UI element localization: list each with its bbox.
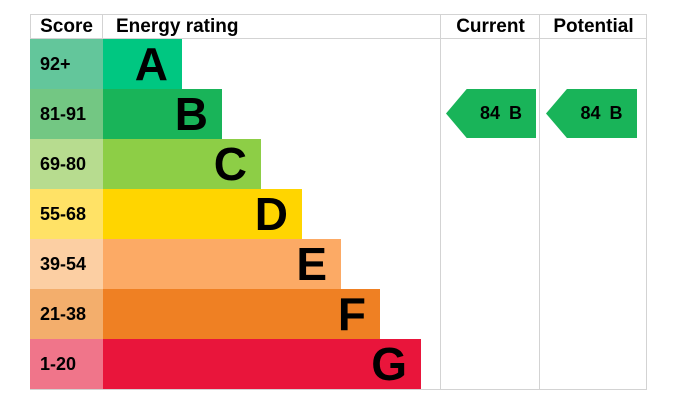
- band-bar-d: D: [103, 189, 302, 239]
- potential-rating-band: B: [609, 103, 623, 123]
- band-bar-f: F: [103, 289, 380, 339]
- band-letter-d: D: [254, 188, 288, 240]
- header-score: Score: [30, 15, 103, 38]
- score-range-c: 69-80: [30, 139, 103, 189]
- current-rating-value: 84: [479, 103, 501, 123]
- header-potential: Potential: [553, 15, 634, 37]
- band-letter-c: C: [213, 138, 247, 190]
- score-range-g: 1-20: [30, 339, 103, 389]
- potential-rating-value: 84: [580, 103, 601, 123]
- band-letter-b: B: [174, 88, 208, 140]
- band-bar-a: A: [103, 39, 182, 89]
- header-current: Current: [456, 15, 525, 37]
- band-rows: 92+ A 81-91 B 69-80 C 55-68 D: [30, 39, 647, 389]
- band-row-e: 39-54 E: [30, 239, 647, 289]
- band-row-d: 55-68 D: [30, 189, 647, 239]
- band-bar-c: C: [103, 139, 261, 189]
- band-letter-f: F: [337, 288, 366, 340]
- score-range-a: 92+: [30, 39, 103, 89]
- header-energy-rating: Energy rating: [116, 15, 239, 37]
- band-bar-g: G: [103, 339, 421, 389]
- band-row-b: 81-91 B: [30, 89, 647, 139]
- current-rating-arrow: 84 B: [446, 89, 536, 138]
- score-range-f: 21-38: [30, 289, 103, 339]
- score-range-b: 81-91: [30, 89, 103, 139]
- score-range-e: 39-54: [30, 239, 103, 289]
- table-header: Score Energy rating Current Potential: [30, 15, 647, 39]
- band-row-f: 21-38 F: [30, 289, 647, 339]
- current-rating-band: B: [509, 103, 523, 123]
- band-bar-b: B: [103, 89, 222, 139]
- score-range-d: 55-68: [30, 189, 103, 239]
- table-right-border: [646, 15, 647, 389]
- band-row-g: 1-20 G: [30, 339, 647, 389]
- band-bar-e: E: [103, 239, 341, 289]
- band-letter-e: E: [296, 238, 327, 290]
- potential-rating-arrow: 84 B: [546, 89, 637, 138]
- band-row-a: 92+ A: [30, 39, 647, 89]
- band-row-c: 69-80 C: [30, 139, 647, 189]
- band-letter-g: G: [371, 338, 407, 390]
- epc-table: Score Energy rating Current Potential 92…: [30, 14, 647, 390]
- band-letter-a: A: [134, 38, 168, 90]
- divider-current-potential: [539, 15, 540, 389]
- divider-energy-current: [440, 15, 441, 389]
